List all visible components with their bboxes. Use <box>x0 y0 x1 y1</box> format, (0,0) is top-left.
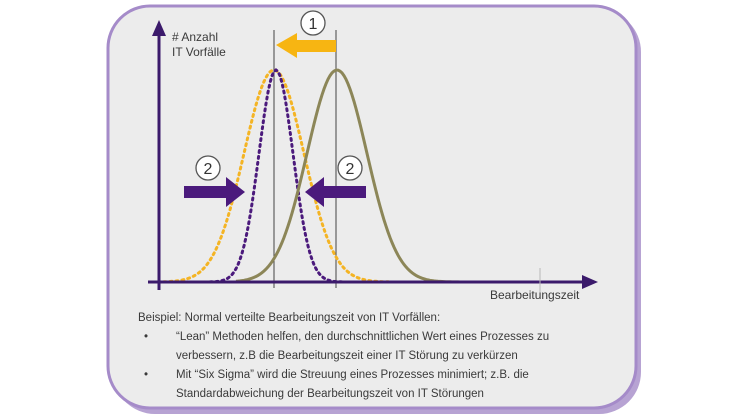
caption-bullet-lean-line2: verbessern, z.B die Bearbeitungszeit ein… <box>176 350 518 362</box>
x-axis-label: Bearbeitungszeit <box>490 288 580 302</box>
arrow-squeeze-left <box>305 177 366 207</box>
marker-2-left-label: 2 <box>204 161 213 178</box>
y-axis-label-line1: # Anzahl <box>172 30 219 44</box>
bullet-marker: • <box>144 331 149 343</box>
marker-1-circle <box>300 10 326 36</box>
card-frame <box>106 4 638 410</box>
caption-intro: Beispiel: Normal verteilte Bearbeitungsz… <box>138 312 441 324</box>
caption: Beispiel: Normal verteilte Bearbeitungsz… <box>138 309 608 404</box>
marker-2-right-label: 2 <box>346 161 355 178</box>
purple-dotted-curve <box>208 68 344 284</box>
caption-bullet-six-sigma-line1: Mit “Six Sigma” wird die Streuung eines … <box>176 369 529 381</box>
marker-2-left-circle <box>195 155 221 181</box>
caption-bullet-lean-line1: “Lean” Methoden helfen, den durchschnitt… <box>176 331 550 343</box>
x-axis-arrowhead <box>582 275 598 289</box>
bullet-marker: • <box>144 369 149 381</box>
caption-bullet-six-sigma-line2: Standardabweichung der Bearbeitungszeit … <box>176 388 484 400</box>
olive-solid-curve <box>235 68 468 284</box>
y-axis-arrowhead <box>152 20 166 36</box>
y-axis-label: # Anzahl IT Vorfälle <box>172 30 226 60</box>
y-axis-label-line2: IT Vorfälle <box>172 45 226 59</box>
marker-2-right-circle <box>337 155 363 181</box>
arrow-squeeze-right <box>184 177 245 207</box>
caption-bullet-lean: • “Lean” Methoden helfen, den durchschni… <box>138 328 608 366</box>
marker-1-label: 1 <box>309 16 318 33</box>
arrow-shift-left <box>276 33 336 58</box>
caption-bullet-six-sigma: • Mit “Six Sigma” wird die Streuung eine… <box>138 366 608 404</box>
